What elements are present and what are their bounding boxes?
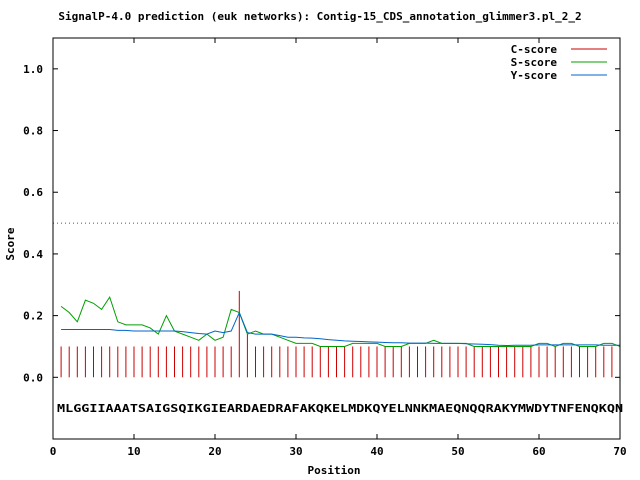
legend-label-c-score: C-score	[511, 43, 558, 56]
x-tick-label: 20	[208, 445, 221, 458]
tick-labels: 0 10 20 30 40 50 60 70 0.0 0.2 0.4 0.6 0.8 1.0	[23, 63, 627, 458]
y-tick-label: 0.6	[23, 186, 43, 199]
plot-frame	[52, 37, 621, 440]
y-tick-label: 0.4	[23, 248, 43, 261]
y-score-line	[61, 311, 620, 347]
legend-label-s-score: S-score	[511, 56, 558, 69]
y-tick-label: 0.0	[23, 371, 43, 384]
y-tick-label: 0.8	[23, 125, 43, 138]
y-tick-label: 1.0	[23, 63, 43, 76]
x-tick-label: 60	[532, 445, 545, 458]
score-lines	[60, 295, 621, 347]
legend-label-y-score: Y-score	[511, 69, 558, 82]
x-tick-label: 0	[50, 445, 57, 458]
chart-title: SignalP-4.0 prediction (euk networks): C…	[58, 10, 581, 23]
x-tick-label: 70	[613, 445, 626, 458]
c-score-impulses	[60, 290, 613, 378]
y-axis-label: Score	[4, 227, 17, 260]
x-tick-label: 50	[451, 445, 464, 458]
x-axis-label: Position	[308, 464, 361, 477]
s-score-line	[60, 295, 621, 347]
x-tick-label: 30	[289, 445, 302, 458]
x-tick-label: 40	[370, 445, 383, 458]
amino-acid-sequence: MLGGIIAAATSAIGSQIKGIEARDAEDRAFAKQKELMDKQ…	[57, 402, 623, 415]
tick-marks	[52, 38, 621, 439]
y-tick-label: 0.2	[23, 310, 43, 323]
x-tick-label: 10	[127, 445, 140, 458]
